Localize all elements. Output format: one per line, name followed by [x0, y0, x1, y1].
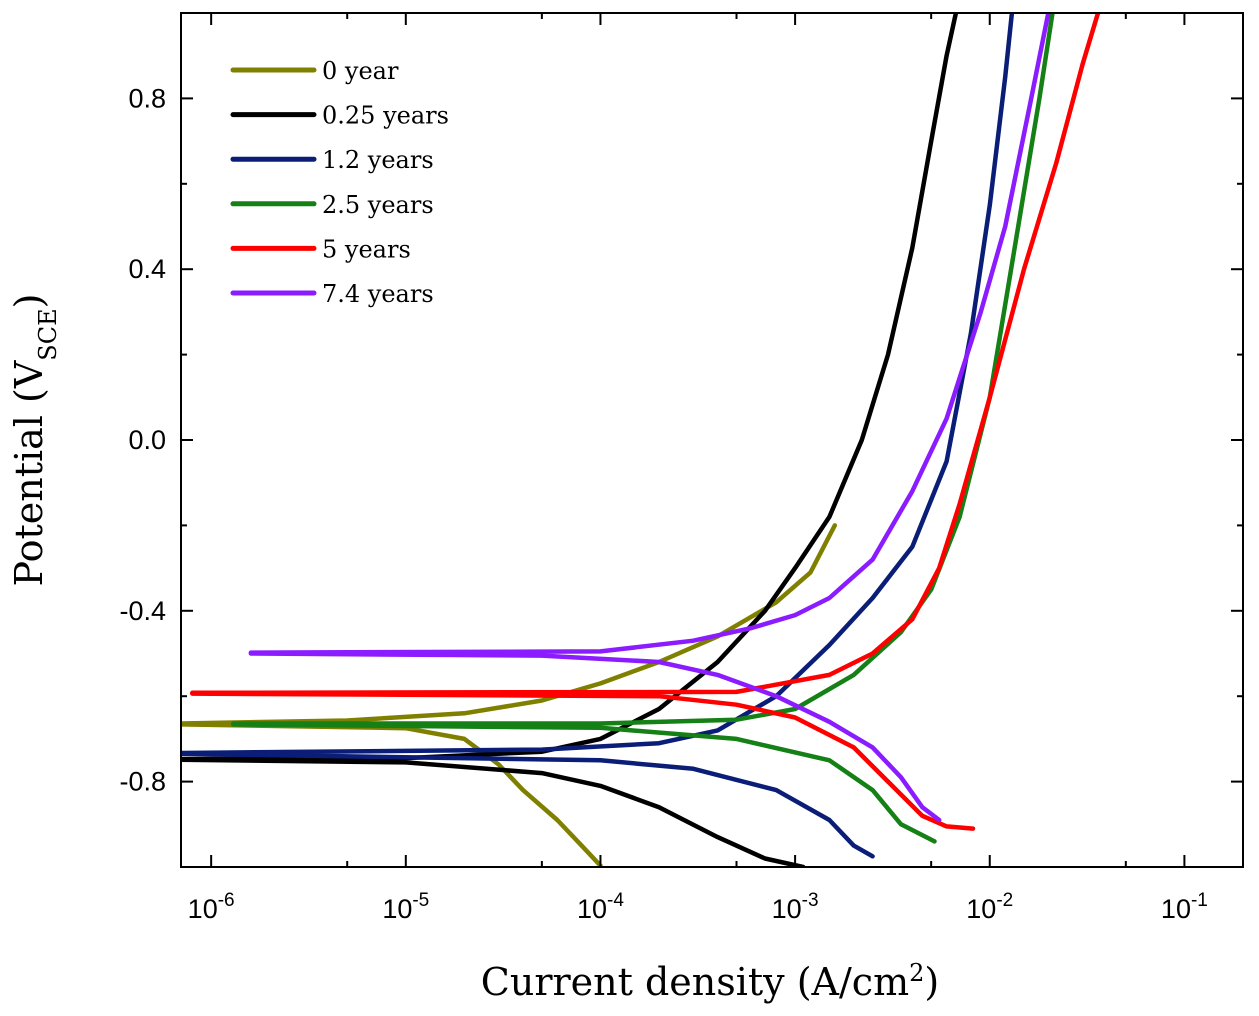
- y-axis-title: Potential (VSCE): [7, 294, 62, 587]
- y-axis-ticks: 0.8 0.4 0.0 -0.4 -0.8: [119, 12, 1243, 868]
- x-tick-label: 10-3: [772, 890, 819, 924]
- x-tick-label: 10-2: [966, 890, 1013, 924]
- series-0-25-years-anodic-line: [181, 13, 959, 762]
- x-tick-label: 10-4: [577, 890, 624, 924]
- series-2-5-years-cathodic-line: [231, 722, 937, 844]
- legend-label-0-year: 0 year: [322, 57, 399, 85]
- x-axis-title: Current density (A/cm2): [481, 959, 939, 1004]
- legend-label-5-years: 5 years: [322, 235, 411, 263]
- series-7-4-years-cathodic-line: [248, 651, 942, 823]
- series-0-year-anodic-line: [181, 523, 838, 726]
- series-1-2-years-anodic-line: [181, 13, 1015, 756]
- y-tick-label: -0.4: [119, 596, 166, 626]
- legend-label-2-5-years: 2.5 years: [322, 191, 434, 219]
- y-tick-label: 0.8: [128, 83, 166, 113]
- series-1-2-years-cathodic-line: [181, 751, 875, 859]
- y-tick-label: 0.4: [128, 254, 166, 284]
- series-5-years-anodic-line: [190, 13, 1101, 696]
- x-axis-ticks: 10-6 10-5 10-4 10-3 10-2 10-1: [188, 13, 1208, 924]
- y-tick-label: -0.8: [119, 767, 166, 797]
- series-7-4-years-anodic-line: [248, 13, 1051, 655]
- legend-label-1-2-years: 1.2 years: [322, 146, 434, 174]
- y-tick-label: 0.0: [128, 425, 166, 455]
- x-tick-label: 10-5: [382, 890, 429, 924]
- series-0-25-years-cathodic-line: [181, 757, 806, 867]
- legend: 0 year 0.25 years 1.2 years 2.5 years 5 year…: [230, 57, 449, 308]
- legend-label-7-4-years: 7.4 years: [322, 280, 434, 308]
- x-tick-label: 10-1: [1161, 890, 1208, 924]
- series-5-years-cathodic-line: [190, 691, 976, 831]
- legend-label-0-25-years: 0.25 years: [322, 102, 449, 130]
- x-tick-label: 10-6: [188, 890, 235, 924]
- curve-layer: [181, 13, 1101, 867]
- series-0-year-cathodic-line: [181, 722, 603, 867]
